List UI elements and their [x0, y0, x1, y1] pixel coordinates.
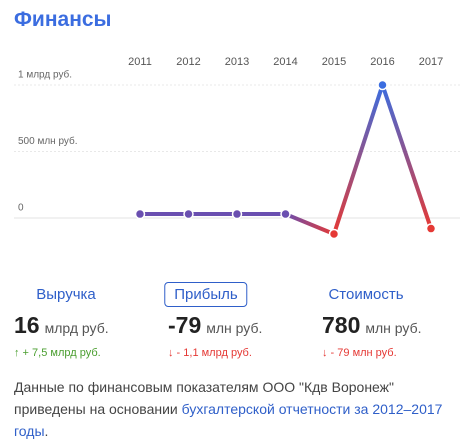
- metric-value: 780 млн руб.: [322, 312, 421, 339]
- value-unit: млн руб.: [365, 320, 422, 336]
- x-tick-label: 2016: [370, 56, 394, 68]
- point: [134, 208, 146, 220]
- value-number: 780: [322, 312, 361, 338]
- x-tick-label: 2012: [176, 56, 200, 68]
- value-number: 16: [14, 312, 40, 338]
- metric-change: ↓ - 79 млн руб.: [322, 347, 397, 359]
- point: [231, 208, 243, 220]
- metric-value: 16 млрд руб.: [14, 312, 109, 339]
- metric-tab[interactable]: Выручка: [36, 286, 96, 303]
- chart: 0 500 млн руб. 1 млрд руб. 2011 2012 2013 2014…: [14, 56, 460, 240]
- line-segment: [380, 83, 433, 231]
- value-number: -79: [168, 312, 202, 338]
- y-tick-label: 500 млн руб.: [18, 135, 78, 147]
- point: [183, 208, 194, 220]
- section-title: Финансы: [14, 8, 112, 31]
- note: Данные по финансовым показателям ООО "Кд…: [14, 376, 459, 442]
- y-tick-label: 0: [18, 203, 24, 214]
- line-segment: [283, 212, 336, 237]
- value-unit: млрд руб.: [44, 320, 109, 336]
- point: [377, 79, 388, 91]
- line-segment: [332, 83, 385, 237]
- metric-tab[interactable]: Стоимость: [328, 286, 404, 303]
- note-end: .: [44, 423, 49, 439]
- point: [425, 223, 437, 234]
- point: [328, 228, 340, 240]
- x-tick-label: 2014: [273, 56, 297, 68]
- x-tick-label: 2011: [128, 56, 152, 68]
- metric-value: -79 млн руб.: [168, 312, 262, 339]
- x-tick-label: 2013: [225, 56, 249, 68]
- x-tick-label: 2015: [322, 56, 346, 68]
- note-text: Данные по финансовым показателям ООО "Кд…: [14, 379, 395, 417]
- value-unit: млн руб.: [206, 320, 263, 336]
- y-tick-label: 1 млрд руб.: [18, 69, 72, 81]
- x-tick-label: 2017: [419, 56, 443, 68]
- metric-change: ↑ + 7,5 млрд руб.: [14, 347, 101, 359]
- metric-tab[interactable]: Прибыль: [164, 282, 248, 307]
- metric-change: ↓ - 1,1 млрд руб.: [168, 347, 252, 359]
- point: [280, 208, 291, 220]
